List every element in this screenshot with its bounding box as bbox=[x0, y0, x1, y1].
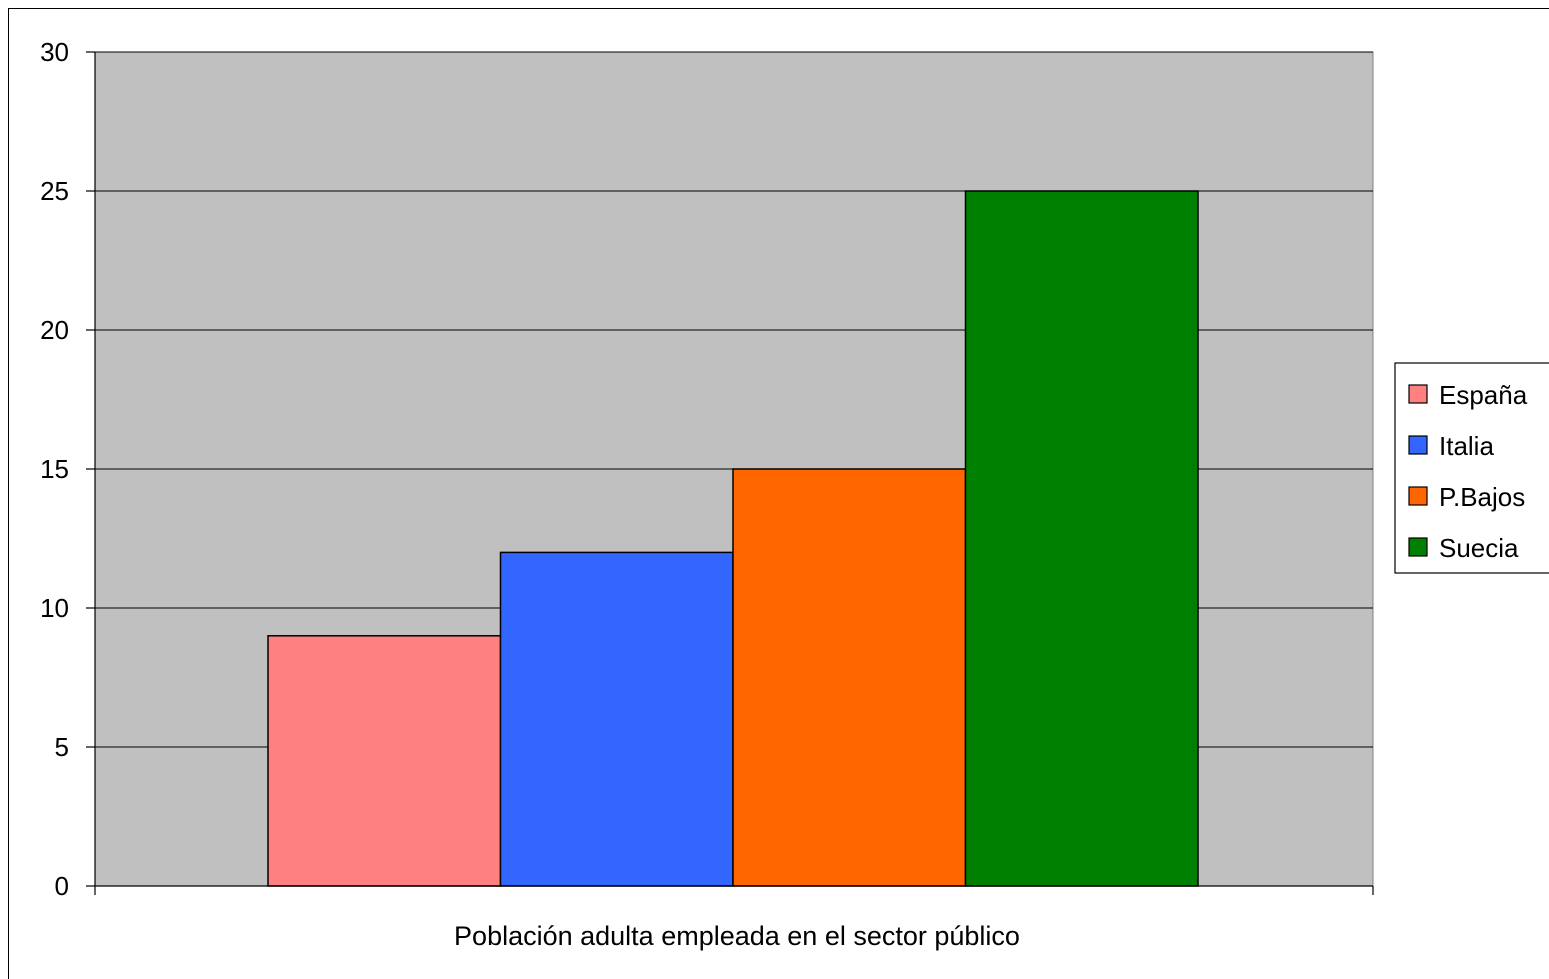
y-tick-label: 5 bbox=[55, 732, 69, 762]
y-tick-label: 15 bbox=[40, 454, 69, 484]
legend-swatch bbox=[1408, 384, 1428, 404]
legend-swatch bbox=[1408, 537, 1428, 557]
legend-swatch bbox=[1408, 435, 1428, 455]
legend-swatch bbox=[1408, 486, 1428, 506]
y-tick-label: 25 bbox=[40, 176, 69, 206]
y-tick-label: 10 bbox=[40, 593, 69, 623]
legend-label: España bbox=[1439, 380, 1528, 410]
y-tick-label: 20 bbox=[40, 315, 69, 345]
bar-espa-a bbox=[267, 635, 502, 887]
legend-label: Suecia bbox=[1439, 533, 1519, 563]
y-axis-ticks: 0 5 10 15 20 25 30 bbox=[40, 37, 95, 901]
legend-label: P.Bajos bbox=[1439, 482, 1525, 512]
bar-italia bbox=[499, 551, 734, 887]
bar-p-bajos bbox=[732, 468, 967, 887]
bars bbox=[267, 190, 1199, 887]
legend-label: Italia bbox=[1439, 431, 1494, 461]
bar-suecia bbox=[964, 190, 1199, 887]
y-tick-label: 0 bbox=[55, 871, 69, 901]
legend: España Italia P.Bajos Suecia bbox=[1394, 362, 1549, 574]
y-tick-label: 30 bbox=[40, 37, 69, 67]
x-axis-label: Población adulta empleada en el sector p… bbox=[454, 921, 1020, 951]
